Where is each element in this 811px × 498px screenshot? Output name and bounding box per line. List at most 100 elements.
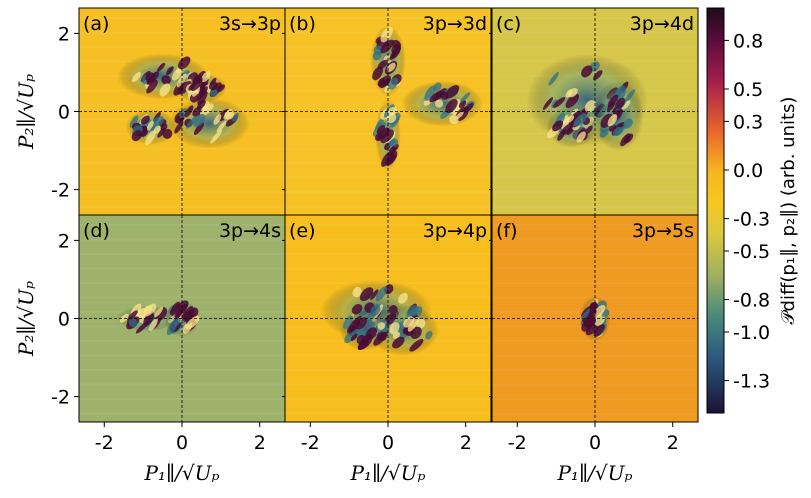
fringe-spot [380,26,393,43]
fringe-spot [352,286,362,298]
fringe-spot [561,123,574,135]
fringe-spot [588,308,597,318]
fringe-spot [131,130,143,142]
fringe-spot [370,289,379,300]
fringe-spot [392,336,405,349]
fringe-spot [177,81,192,95]
fringe-spot [160,123,168,131]
fringe-spot [552,120,564,132]
fringe-spot [197,86,208,100]
fringe-spot [403,316,415,328]
fringe-spot [373,333,385,346]
fringe-spot [148,318,158,332]
fringe-spot [377,322,386,330]
colorbar-tick-label: 0.5 [733,79,763,101]
fringe-spot [542,97,554,110]
fringe-spot [197,90,208,106]
fringe-spot [407,317,419,332]
fringe-spot [416,318,426,329]
fringe-spot [199,103,214,116]
y-tick-label: -2 [51,387,70,409]
colorbar-tick-label: -0.5 [733,241,770,263]
fringe-spot [623,89,636,104]
x-tick-label: 0 [589,432,601,454]
fringe-spot [615,97,626,109]
fringe-spot [576,131,586,143]
colorbar-gradient [706,7,725,414]
fringe-spot [581,308,591,320]
fringe-spot [406,305,418,320]
fringe-spot [216,121,227,133]
fringe-spot [178,300,189,312]
fringe-spot [599,128,609,138]
fringe-spot [593,324,605,337]
fringe-spot [353,315,362,325]
fringe-spot [209,89,218,98]
fringe-spot [146,120,154,131]
fringe-spot [143,303,157,317]
fringe-spot [377,127,390,141]
colorbar-tick-label: 0.0 [733,160,763,182]
fringe-spot [372,66,384,81]
x-axis-title: P₁∥/√Uₚ [556,461,632,485]
fringe-spot [166,66,174,76]
x-tick-label: 0 [176,432,188,454]
y-axis-title: P₂∥/√Uₚ [14,74,38,150]
x-tick-label: -2 [95,432,114,454]
fringe-spot [409,338,424,352]
panel-id-label: (f) [496,220,518,242]
fringe-spot [388,77,399,90]
fringe-spot [390,46,401,59]
panels-layer: (a) 3s→3p (b) 3p→3d (c) 3p→4d (d) 3p→4s (e) 3p→4p… [78,7,699,423]
fringe-spot [389,322,400,335]
y-tick-label: 0 [58,102,70,124]
fringe-spot [210,129,223,144]
transition-label: 3p→4s [219,220,281,242]
panel-b: (b) 3p→3d [284,7,492,216]
y-axis-title: P₂∥/√Uₚ [14,281,38,357]
fringe-spot [149,116,164,131]
fringe-spot [373,45,384,56]
x-tick-label: 2 [460,432,472,454]
fringe-spot [161,75,171,85]
fringe-spot [585,125,593,135]
fringe-spot [135,320,150,334]
fringe-spot [607,114,618,127]
fringe-spot [358,339,369,350]
fringe-spot [186,116,197,129]
fringe-spot [380,129,394,144]
fringe-spot [390,116,400,128]
panel-id-label: (a) [83,13,109,35]
panel-c: (c) 3p→4d [491,7,699,216]
fringe-spot [565,93,579,109]
fringe-spot [445,99,458,113]
fringe-spot [398,292,408,304]
x-tick-label: -2 [301,432,320,454]
fringe-spot [350,333,358,342]
colorbar-tick-label: -0.3 [733,209,770,231]
fringe-spot [193,113,206,127]
fringe-spot [607,101,616,112]
fringe-spot [190,76,203,91]
fringe-spot [435,99,444,108]
transition-label: 3p→3d [423,13,487,35]
panel-id-label: (e) [289,220,316,242]
fringe-spot [573,113,588,127]
axes-layer: 2 0 -2 P₂∥/√Uₚ 2 0 -2 P₂∥/√Uₚ -2 0 2 P₁∥/√Uₚ -2 0 2 P₁∥… [14,23,679,485]
panel-id-label: (b) [289,13,316,35]
interference-pattern [492,17,698,208]
colorbar: 0.8 0.5 0.3 0.0 -0.3 -0.5 -0.8 -1.0 -1.3 𝒫diff(p₁… [706,7,799,414]
fringe-spot [128,318,138,328]
fringe-spot [208,81,218,91]
x-tick-label: -2 [508,432,527,454]
colorbar-tick-label: 0.8 [733,30,763,52]
x-tick-label: 2 [667,432,679,454]
fringe-spot [623,118,633,129]
panel-id-label: (d) [83,220,110,242]
fringe-spot [387,139,395,147]
fringe-spot [185,315,200,330]
fringe-spot [553,97,566,108]
transition-label: 3s→3p [219,13,281,35]
x-tick-label: 0 [382,432,394,454]
fringe-spot [171,67,183,81]
